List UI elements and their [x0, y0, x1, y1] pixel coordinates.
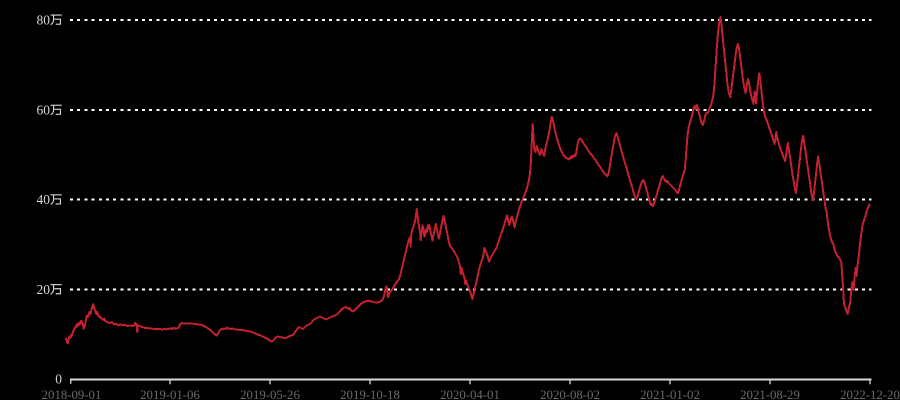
svg-text:40: 40: [37, 192, 51, 207]
svg-text:2019-01-06: 2019-01-06: [140, 388, 200, 400]
svg-text:2021-01-02: 2021-01-02: [640, 388, 700, 400]
svg-text:0: 0: [55, 372, 62, 387]
svg-text:2018-09-01: 2018-09-01: [42, 388, 102, 400]
svg-text:2020-08-02: 2020-08-02: [540, 388, 600, 400]
svg-text:2019-10-18: 2019-10-18: [340, 388, 400, 400]
svg-text:2021-08-29: 2021-08-29: [740, 388, 800, 400]
svg-text:80: 80: [37, 12, 51, 27]
svg-text:2020-04-01: 2020-04-01: [440, 388, 500, 400]
svg-text:20: 20: [37, 282, 51, 297]
svg-text:2022-12-20: 2022-12-20: [840, 388, 900, 400]
svg-text:60: 60: [37, 103, 51, 118]
svg-text:2019-05-26: 2019-05-26: [240, 388, 300, 400]
